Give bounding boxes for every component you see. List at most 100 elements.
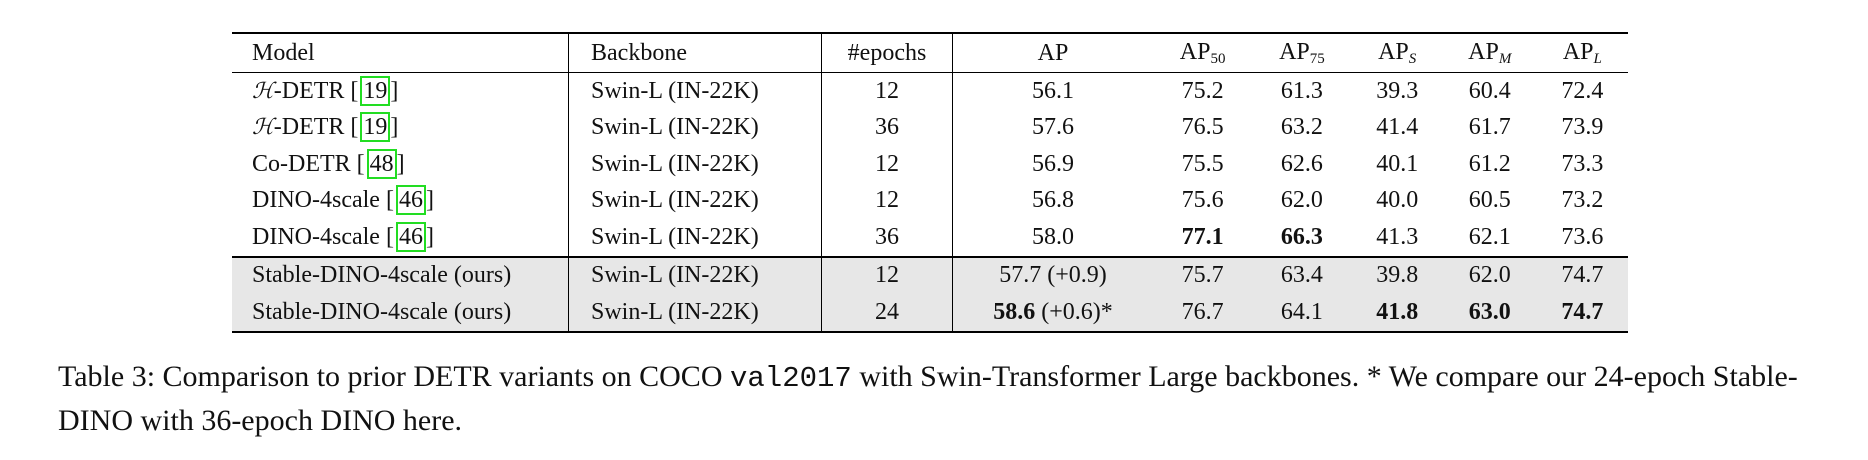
citation-link[interactable]: 19 <box>360 112 391 143</box>
cell-ap75: 62.6 <box>1280 150 1323 177</box>
citation-link[interactable]: 48 <box>366 148 397 179</box>
cell-ap: 58.0 <box>1032 223 1074 250</box>
cell-epochs: 24 <box>821 294 953 332</box>
table-caption: Table 3: Comparison to prior DETR varian… <box>58 356 1818 442</box>
header-apl-sub: L <box>1593 50 1602 67</box>
ap-delta: (+0.6)* <box>1035 298 1113 325</box>
cell-apl: 74.7 <box>1536 294 1628 332</box>
bold-value: 77.1 <box>1181 223 1224 250</box>
citation-link[interactable]: 19 <box>360 75 391 106</box>
cell-epochs: 12 <box>821 182 953 219</box>
header-aps-sub: S <box>1408 50 1417 67</box>
bold-value: 66.3 <box>1280 223 1323 250</box>
cell-epochs: 12 <box>821 146 953 183</box>
cell-ap50: 76.5 <box>1181 114 1224 141</box>
model-name: -DETR [ <box>273 114 359 141</box>
cell-epochs: 36 <box>821 219 953 257</box>
citation-link[interactable]: 46 <box>395 185 426 216</box>
cell-ap75: 66.3 <box>1252 219 1351 257</box>
table-row-ours: Stable-DINO-4scale (ours) Swin-L (IN-22K… <box>232 294 1628 332</box>
bracket-close: ] <box>425 187 434 214</box>
cell-ap50: 76.7 <box>1153 294 1253 332</box>
cell-apl: 73.2 <box>1561 187 1604 214</box>
cell-apl: 73.3 <box>1561 150 1604 177</box>
header-apm-sub: M <box>1498 50 1512 67</box>
cell-epochs: 36 <box>821 109 953 146</box>
cell-ap: 58.6 (+0.6)* <box>952 294 1153 332</box>
cell-ap: 57.6 <box>1032 114 1074 141</box>
cell-ap50: 75.7 <box>1153 255 1253 294</box>
bold-value: 63.0 <box>1468 298 1511 325</box>
cell-apm: 60.5 <box>1468 187 1511 214</box>
bold-value: 41.8 <box>1376 298 1419 325</box>
citation-link[interactable]: 46 <box>395 221 426 252</box>
cell-backbone: Swin-L (IN-22K) <box>568 72 822 110</box>
cell-aps: 40.0 <box>1376 187 1419 214</box>
cell-ap75: 64.1 <box>1252 294 1352 332</box>
results-table: Model Backbone #epochs AP AP50 AP75 APS … <box>232 32 1628 333</box>
cell-backbone: Swin-L (IN-22K) <box>568 255 822 294</box>
bold-value: 58.6 <box>993 298 1036 325</box>
ap-delta: (+0.9) <box>1041 262 1107 289</box>
cell-ap50: 77.1 <box>1153 219 1252 257</box>
header-ap50-base: AP <box>1179 38 1211 65</box>
header-aps-base: AP <box>1378 38 1409 65</box>
table-row: ℋ-DETR [19] Swin-L (IN-22K) 12 56.1 75.2… <box>232 72 1628 110</box>
cell-model: Stable-DINO-4scale (ours) <box>232 255 569 294</box>
model-name: -DETR [ <box>273 77 359 104</box>
cell-backbone: Swin-L (IN-22K) <box>568 146 822 183</box>
cell-ap75: 62.0 <box>1280 187 1323 214</box>
cell-ap50: 75.6 <box>1181 187 1224 214</box>
cell-model: ℋ-DETR [19] <box>232 72 569 110</box>
cell-model: DINO-4scale [46] <box>232 182 569 219</box>
cell-model: Co-DETR [48] <box>232 146 569 183</box>
cell-epochs: 12 <box>821 255 953 294</box>
header-apm-base: AP <box>1468 38 1499 65</box>
cell-apm: 62.1 <box>1468 223 1511 250</box>
header-aps: APS <box>1351 33 1443 73</box>
cell-backbone: Swin-L (IN-22K) <box>568 109 822 146</box>
cell-model: Stable-DINO-4scale (ours) <box>232 294 569 332</box>
cell-ap50: 75.5 <box>1181 150 1224 177</box>
caption-suffix: with Swin-Transformer Large backbones. *… <box>58 360 1798 437</box>
table-row: DINO-4scale [46] Swin-L (IN-22K) 36 58.0… <box>232 219 1628 257</box>
cell-apm: 61.2 <box>1468 150 1511 177</box>
cell-aps: 41.8 <box>1351 294 1443 332</box>
header-ap: AP <box>952 33 1153 73</box>
cell-model: DINO-4scale [46] <box>232 219 569 257</box>
caption-code: val2017 <box>729 362 852 395</box>
table-row: DINO-4scale [46] Swin-L (IN-22K) 12 56.8… <box>232 182 1628 219</box>
cell-backbone: Swin-L (IN-22K) <box>568 294 822 332</box>
cell-model: ℋ-DETR [19] <box>232 109 569 146</box>
cell-ap75: 61.3 <box>1280 77 1323 104</box>
header-backbone: Backbone <box>568 33 822 73</box>
h-symbol: ℋ <box>252 78 274 104</box>
ap-value: 57.7 <box>999 262 1042 289</box>
header-ap50: AP50 <box>1153 33 1253 73</box>
table-row-ours: Stable-DINO-4scale (ours) Swin-L (IN-22K… <box>232 255 1628 294</box>
cell-epochs: 12 <box>821 72 953 110</box>
cell-apl: 72.4 <box>1561 77 1604 104</box>
cell-aps: 40.1 <box>1376 150 1419 177</box>
header-epochs: #epochs <box>821 33 953 73</box>
header-apl: APL <box>1536 33 1628 73</box>
cell-aps: 39.8 <box>1351 255 1443 294</box>
bracket-close: ] <box>396 150 405 177</box>
header-ap75-base: AP <box>1279 38 1310 65</box>
header-ap75-sub: 75 <box>1309 50 1325 67</box>
header-ap75: AP75 <box>1252 33 1352 73</box>
caption-prefix: Table 3: Comparison to prior DETR varian… <box>58 360 730 393</box>
h-symbol: ℋ <box>252 115 274 141</box>
bracket-close: ] <box>390 114 399 141</box>
model-name: DINO-4scale [ <box>252 223 394 250</box>
cell-aps: 39.3 <box>1376 77 1419 104</box>
header-apm: APM <box>1442 33 1537 73</box>
cell-apm: 60.4 <box>1468 77 1511 104</box>
bracket-close: ] <box>390 77 399 104</box>
cell-apm: 62.0 <box>1442 255 1537 294</box>
cell-ap: 56.9 <box>1032 150 1074 177</box>
model-name: DINO-4scale [ <box>252 187 394 214</box>
cell-apm: 63.0 <box>1442 294 1537 332</box>
cell-ap75: 63.2 <box>1280 114 1323 141</box>
bold-value: 74.7 <box>1561 298 1604 325</box>
